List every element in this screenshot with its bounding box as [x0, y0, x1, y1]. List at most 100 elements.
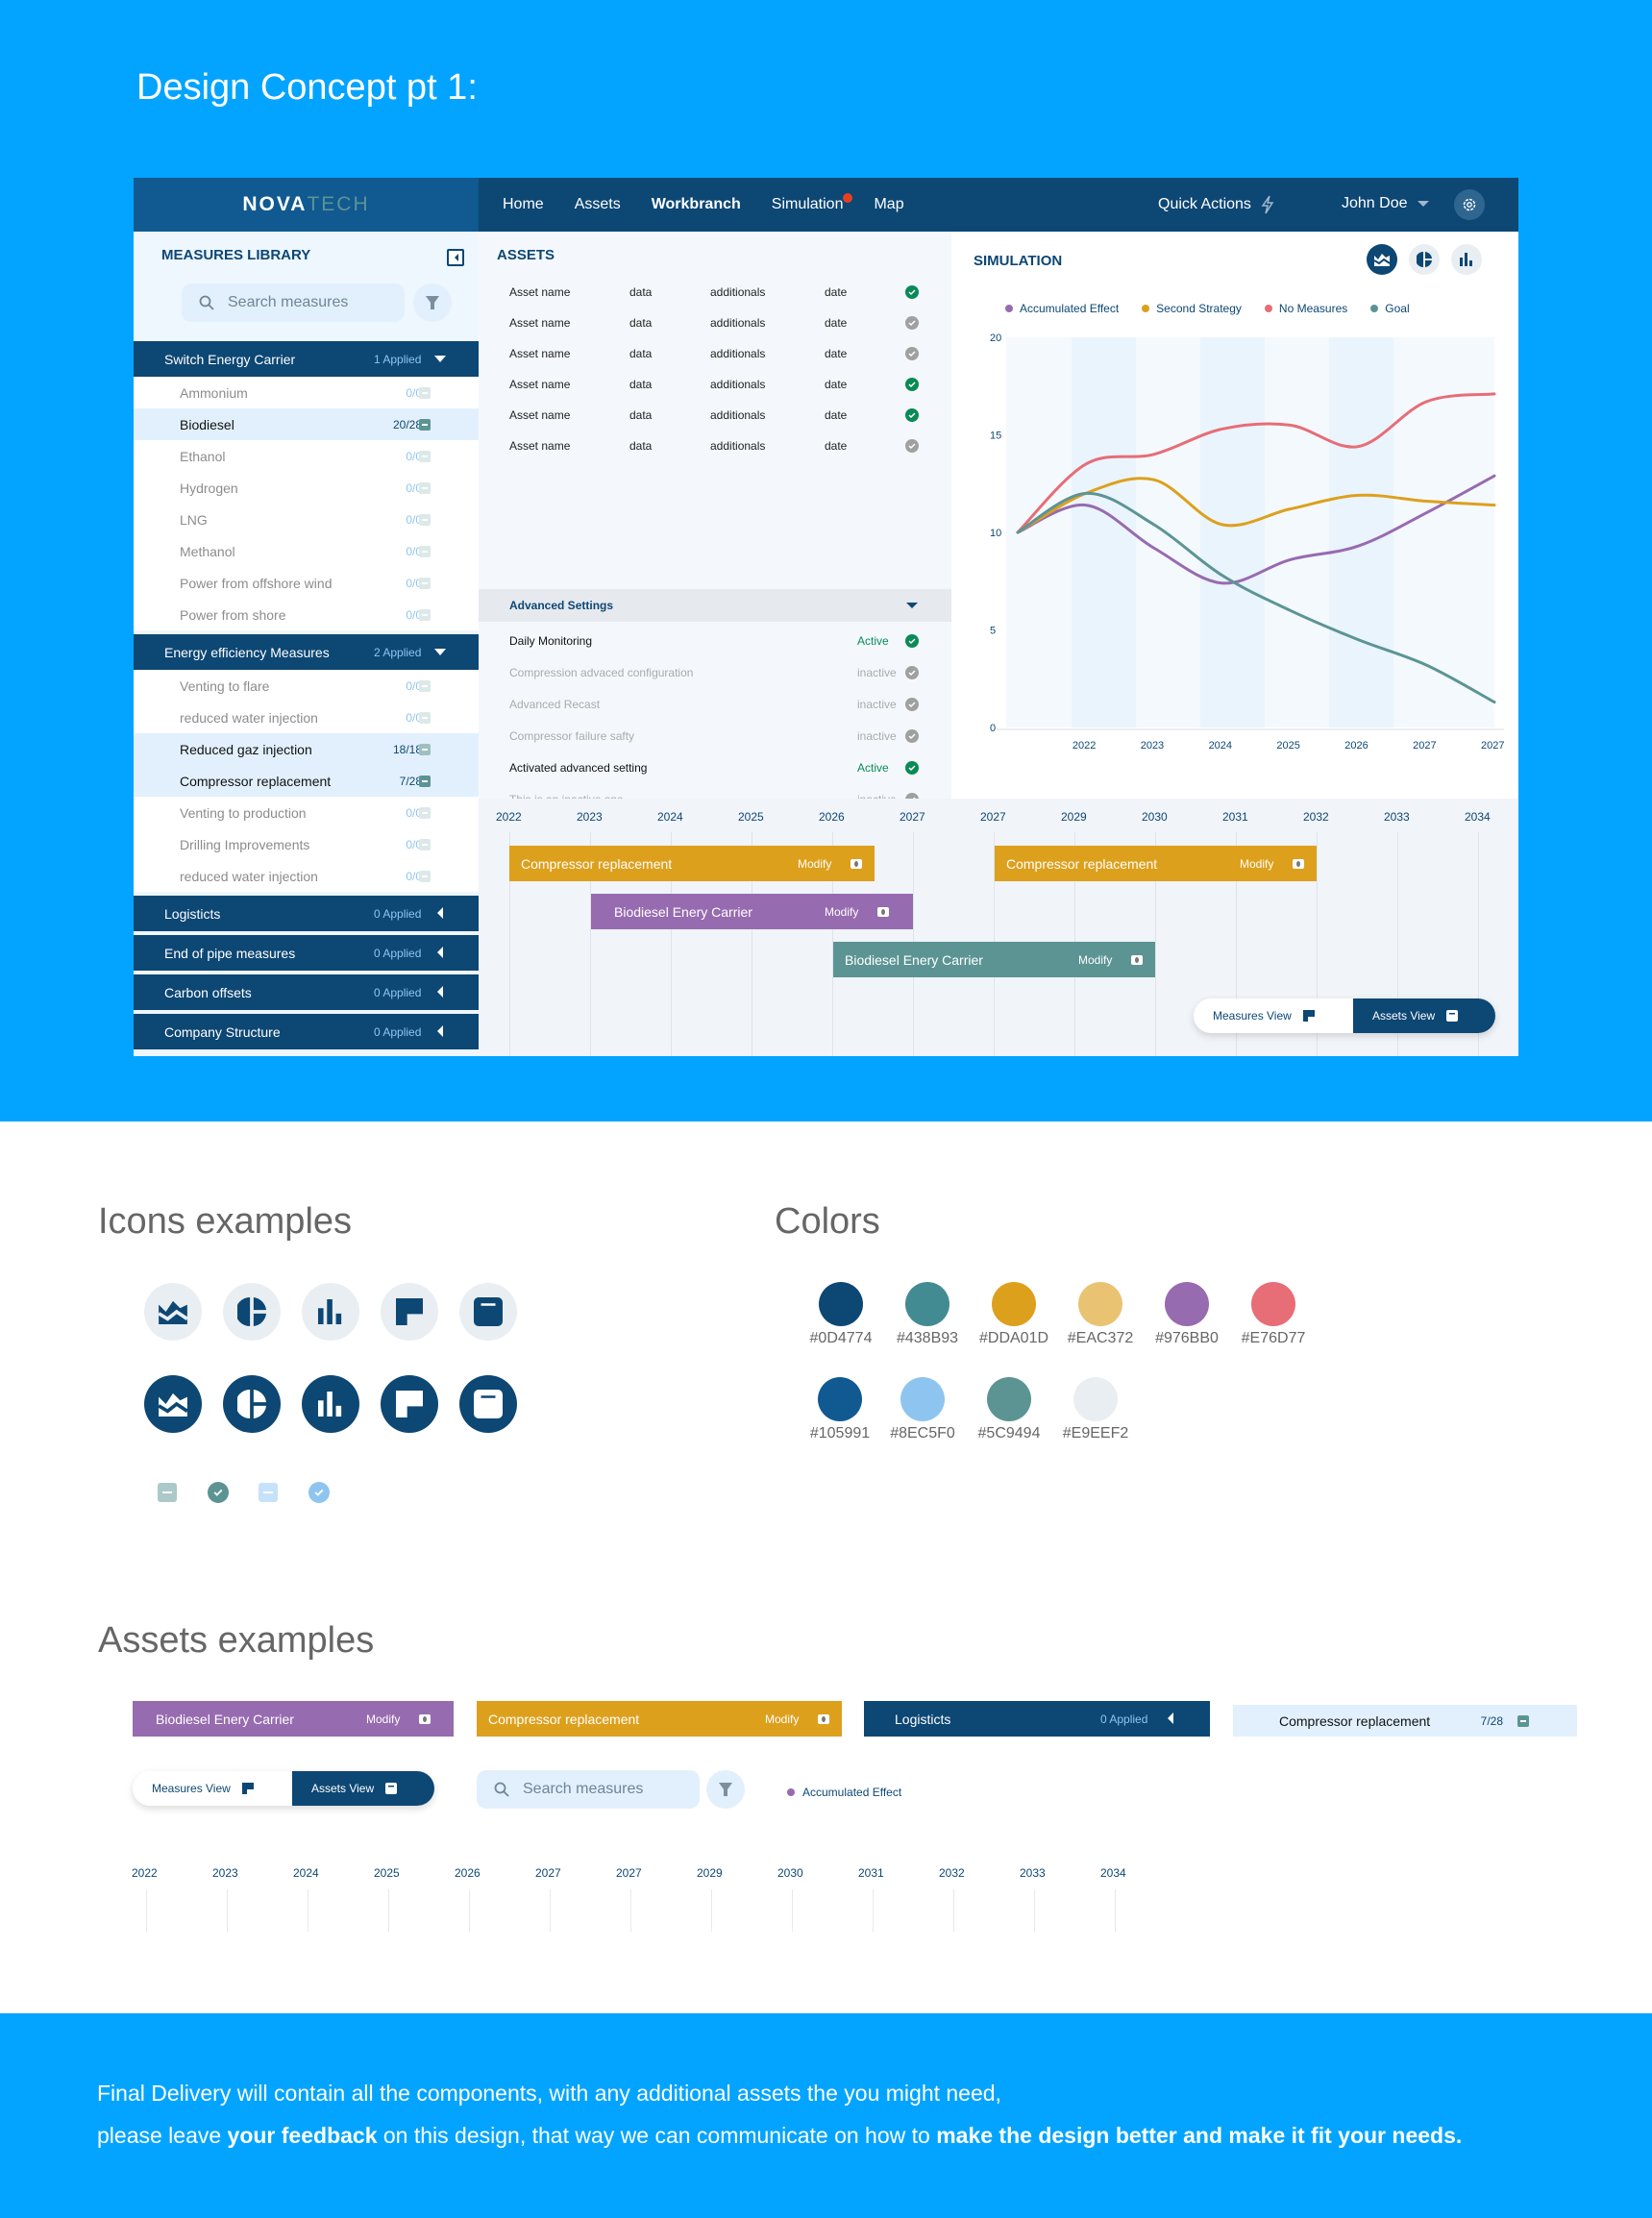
- group-switch-energy-carrier[interactable]: Switch Energy Carrier 1 Applied: [134, 341, 479, 377]
- modify-button[interactable]: Modify: [798, 856, 832, 871]
- assets-view-button[interactable]: Assets View: [292, 1771, 434, 1806]
- check-circle-icon[interactable]: [905, 728, 919, 743]
- asset-row[interactable]: Asset name data additionals date: [509, 338, 932, 369]
- minus-checkbox-icon[interactable]: [419, 451, 431, 462]
- check-circle-icon[interactable]: [905, 439, 919, 453]
- check-circle-icon[interactable]: [905, 347, 919, 360]
- check-circle-icon[interactable]: [905, 378, 919, 391]
- check-circle-icon[interactable]: [905, 285, 919, 299]
- modify-icon[interactable]: [818, 1713, 829, 1724]
- asset-row[interactable]: Asset name data additionals date: [509, 431, 932, 461]
- example-group-logistics[interactable]: Logisticts 0 Applied: [864, 1701, 1210, 1737]
- measures-view-button[interactable]: Measures View: [1194, 998, 1353, 1033]
- modify-button[interactable]: Modify: [765, 1712, 800, 1726]
- nav-assets[interactable]: Assets: [574, 196, 621, 212]
- example-bar-compressor[interactable]: Compressor replacement Modify: [477, 1701, 842, 1737]
- minus-checkbox-icon[interactable]: [419, 871, 431, 882]
- pie-chart-button[interactable]: [1409, 244, 1440, 275]
- settings-button[interactable]: [1454, 189, 1485, 220]
- minus-checkbox-icon[interactable]: [419, 712, 431, 724]
- modify-button[interactable]: Modify: [1240, 856, 1274, 871]
- assets-view-button[interactable]: Assets View: [1353, 998, 1495, 1033]
- modify-button[interactable]: Modify: [825, 904, 859, 919]
- measure-item[interactable]: Reduced gaz injection 18/18: [134, 733, 479, 765]
- timeline-bar[interactable]: Biodiesel Enery Carrier Modify: [833, 942, 1155, 977]
- check-circle-icon[interactable]: [905, 633, 919, 648]
- check-circle-icon[interactable]: [905, 408, 919, 422]
- setting-row[interactable]: Daily Monitoring Active: [509, 625, 919, 656]
- example-search-input[interactable]: Search measures: [477, 1770, 700, 1809]
- modify-icon[interactable]: [1131, 954, 1143, 965]
- measure-item[interactable]: LNG 0/0: [134, 504, 479, 535]
- check-circle-icon[interactable]: [905, 760, 919, 775]
- check-circle-icon[interactable]: [905, 697, 919, 711]
- minus-checkbox-icon[interactable]: [419, 776, 431, 787]
- minus-checkbox-icon[interactable]: [419, 807, 431, 819]
- collapse-sidebar-icon[interactable]: [447, 249, 464, 266]
- modify-button[interactable]: Modify: [1078, 952, 1113, 967]
- minus-checkbox-icon[interactable]: [419, 744, 431, 755]
- nav-simulation[interactable]: Simulation: [772, 193, 853, 213]
- brand-logo[interactable]: NOVA TECH: [134, 178, 479, 232]
- quick-actions-button[interactable]: Quick Actions: [1158, 195, 1274, 214]
- measure-item[interactable]: Power from shore 0/0: [134, 599, 479, 630]
- asset-row[interactable]: Asset name data additionals date: [509, 308, 932, 338]
- group-energy-efficiency[interactable]: Energy efficiency Measures 2 Applied: [134, 634, 479, 670]
- modify-icon[interactable]: [877, 906, 889, 917]
- modify-icon[interactable]: [1293, 858, 1304, 869]
- line-chart-button[interactable]: [1367, 244, 1397, 275]
- legend-item[interactable]: Goal: [1370, 302, 1410, 315]
- measure-item[interactable]: Compressor replacement 7/28: [134, 765, 479, 797]
- search-input[interactable]: Search measures: [182, 283, 405, 322]
- legend-item[interactable]: No Measures: [1264, 302, 1347, 315]
- advanced-settings-header[interactable]: Advanced Settings: [479, 589, 951, 622]
- group-carbon-offsets[interactable]: Carbon offsets 0 Applied: [134, 974, 479, 1010]
- setting-row[interactable]: Compressor failure safty inactive: [509, 720, 919, 752]
- minus-checkbox-icon[interactable]: [419, 839, 431, 850]
- minus-checkbox-icon[interactable]: [419, 680, 431, 692]
- minus-checkbox-icon[interactable]: [419, 419, 431, 431]
- setting-row[interactable]: Compression advaced configuration inactiv…: [509, 656, 919, 688]
- group-logistics[interactable]: Logisticts 0 Applied: [134, 896, 479, 931]
- modify-icon[interactable]: [419, 1713, 431, 1724]
- minus-checkbox-icon[interactable]: [1517, 1715, 1529, 1727]
- nav-map[interactable]: Map: [874, 196, 904, 212]
- check-circle-icon[interactable]: [905, 665, 919, 679]
- group-end-of-pipe[interactable]: End of pipe measures 0 Applied: [134, 935, 479, 971]
- bar-chart-button[interactable]: [1451, 244, 1482, 275]
- check-circle-icon[interactable]: [905, 316, 919, 330]
- measure-item[interactable]: Methanol 0/0: [134, 535, 479, 567]
- setting-row[interactable]: Advanced Recast inactive: [509, 688, 919, 720]
- measure-item[interactable]: Ethanol 0/0: [134, 440, 479, 472]
- measure-item[interactable]: Power from offshore wind 0/0: [134, 567, 479, 599]
- nav-workbranch[interactable]: Workbranch: [651, 196, 741, 212]
- minus-checkbox-icon[interactable]: [419, 578, 431, 589]
- minus-checkbox-icon[interactable]: [419, 482, 431, 494]
- measure-item[interactable]: Venting to production 0/0: [134, 797, 479, 828]
- group-company-structure[interactable]: Company Structure 0 Applied: [134, 1014, 479, 1049]
- modify-button[interactable]: Modify: [366, 1712, 401, 1726]
- measure-item[interactable]: Biodiesel 20/28: [134, 408, 479, 440]
- timeline-bar[interactable]: Compressor replacement Modify: [995, 846, 1317, 881]
- minus-checkbox-icon[interactable]: [419, 609, 431, 621]
- measure-item[interactable]: Venting to flare 0/0: [134, 670, 479, 702]
- asset-row[interactable]: Asset name data additionals date: [509, 369, 932, 400]
- minus-checkbox-icon[interactable]: [419, 546, 431, 557]
- measures-view-button[interactable]: Measures View: [133, 1771, 292, 1806]
- legend-item[interactable]: Accumulated Effect: [1005, 302, 1119, 315]
- measure-item[interactable]: Ammonium 0/0: [134, 377, 479, 408]
- user-menu[interactable]: John Doe: [1342, 195, 1429, 212]
- example-bar-biodiesel[interactable]: Biodiesel Enery Carrier Modify: [133, 1701, 454, 1737]
- measure-item[interactable]: Drilling Improvements 0/0: [134, 828, 479, 860]
- example-filter-button[interactable]: [706, 1770, 745, 1809]
- legend-item[interactable]: Second Strategy: [1142, 302, 1242, 315]
- minus-checkbox-icon[interactable]: [419, 387, 431, 399]
- setting-row[interactable]: Activated advanced setting Active: [509, 752, 919, 783]
- timeline-bar[interactable]: Biodiesel Enery Carrier Modify: [591, 894, 913, 929]
- minus-checkbox-icon[interactable]: [419, 514, 431, 526]
- nav-home[interactable]: Home: [503, 196, 544, 212]
- example-measure-item[interactable]: Compressor replacement 7/28: [1233, 1705, 1577, 1737]
- measure-item[interactable]: Hydrogen 0/0: [134, 472, 479, 504]
- asset-row[interactable]: Asset name data additionals date: [509, 277, 932, 308]
- modify-icon[interactable]: [851, 858, 862, 869]
